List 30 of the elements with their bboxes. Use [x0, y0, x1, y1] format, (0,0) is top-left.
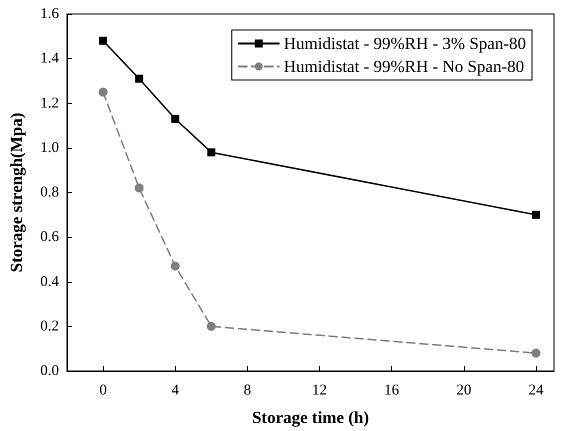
y-tick-label: 1.4	[40, 50, 60, 67]
x-tick-label: 24	[528, 382, 544, 398]
point	[98, 88, 108, 97]
x-axis-title: Storage time (h)	[252, 408, 370, 427]
point	[206, 322, 216, 331]
legend-label: Humidistat - 99%RH - 3% Span-80	[284, 34, 526, 53]
y-tick-label: 0.6	[40, 229, 60, 246]
point	[134, 184, 144, 193]
x-tick-label: 4	[171, 382, 180, 398]
point	[171, 114, 180, 123]
x-tick-label: 16	[384, 382, 400, 398]
y-tick-label: 1.2	[40, 95, 59, 112]
point	[207, 148, 216, 156]
x-tick-label: 8	[244, 382, 252, 398]
x-tick-label: 0	[99, 382, 107, 398]
y-tick-label: 0.0	[40, 363, 59, 379]
point	[532, 210, 540, 219]
point	[531, 348, 540, 358]
y-tick-label: 0.8	[40, 184, 59, 200]
legend-label: Humidistat - 99%RH - No Span-80	[284, 57, 524, 76]
y-tick-label: 0.2	[40, 318, 59, 334]
point	[170, 262, 180, 271]
y-tick-label: 0.4	[40, 274, 60, 290]
point	[135, 74, 144, 83]
point	[99, 36, 108, 45]
y-axis-title: Storage strengh(Mpa)	[7, 112, 26, 272]
x-tick-label: 12	[312, 382, 328, 398]
x-tick-label: 20	[456, 382, 472, 398]
y-tick-label: 1.6	[40, 6, 60, 22]
y-tick-label: 1.0	[40, 140, 59, 156]
